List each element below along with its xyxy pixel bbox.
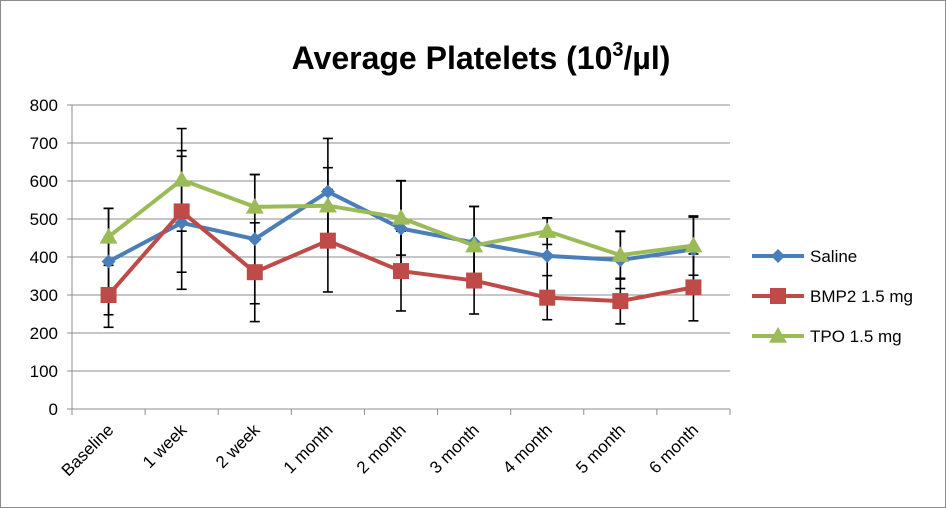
data-point-saline-3	[320, 184, 335, 199]
data-point-saline-0	[101, 254, 116, 269]
x-tick-label-8: 6 month	[645, 420, 702, 477]
chart-title-superscript: 3	[612, 39, 623, 61]
legend-label-saline: Saline	[810, 247, 857, 266]
x-tick-label-1: 1 week	[139, 420, 191, 472]
data-point-tpo-1-5-mg-7	[611, 246, 630, 262]
data-point-bmp2-1-5-mg-3	[319, 232, 336, 249]
data-point-tpo-1-5-mg-8	[684, 236, 703, 253]
x-tick-label-6: 4 month	[499, 420, 556, 477]
legend-label-bmp2-1-5-mg: BMP2 1.5 mg	[810, 287, 913, 306]
y-tick-label-400: 400	[30, 248, 58, 267]
data-point-saline-2	[247, 232, 262, 247]
y-tick-label-500: 500	[30, 210, 58, 229]
x-tick-label-3: 1 month	[280, 420, 337, 477]
y-tick-label-600: 600	[30, 172, 58, 191]
x-tick-label-4: 2 month	[353, 420, 410, 477]
legend-marker-saline	[771, 249, 785, 263]
x-tick-label-2: 2 week	[212, 420, 264, 472]
data-point-bmp2-1-5-mg-6	[539, 289, 556, 306]
legend-item-bmp2-1-5-mg: BMP2 1.5 mg	[752, 287, 913, 306]
y-tick-label-700: 700	[30, 134, 58, 153]
y-tick-label-100: 100	[30, 362, 58, 381]
y-tick-label-300: 300	[30, 286, 58, 305]
data-point-bmp2-1-5-mg-1	[173, 203, 190, 220]
data-point-bmp2-1-5-mg-8	[685, 279, 702, 296]
data-point-tpo-1-5-mg-0	[99, 227, 118, 244]
data-point-tpo-1-5-mg-5	[465, 236, 484, 253]
x-tick-label-7: 5 month	[572, 420, 629, 477]
y-tick-label-0: 0	[49, 400, 58, 419]
data-point-bmp2-1-5-mg-0	[100, 287, 117, 303]
data-point-tpo-1-5-mg-6	[538, 222, 557, 238]
data-point-saline-4	[394, 221, 408, 236]
legend-label-tpo-1-5-mg: TPO 1.5 mg	[810, 327, 902, 346]
data-point-tpo-1-5-mg-4	[392, 208, 410, 225]
legend-marker-bmp2-1-5-mg	[770, 288, 786, 304]
legend-marker-tpo-1-5-mg	[769, 327, 787, 343]
data-point-bmp2-1-5-mg-2	[246, 264, 263, 281]
y-tick-label-800: 800	[30, 96, 58, 115]
chart-title-main: Average Platelets (10	[292, 40, 613, 76]
x-tick-label-0: Baseline	[58, 420, 118, 480]
legend-item-tpo-1-5-mg: TPO 1.5 mg	[752, 327, 902, 346]
chart-title-end: /µl)	[624, 40, 671, 76]
data-point-tpo-1-5-mg-1	[172, 170, 191, 187]
data-point-bmp2-1-5-mg-4	[393, 263, 409, 280]
data-point-tpo-1-5-mg-2	[245, 197, 264, 214]
data-point-bmp2-1-5-mg-7	[612, 293, 629, 310]
y-tick-label-200: 200	[30, 324, 58, 343]
legend-item-saline: Saline	[752, 247, 857, 266]
data-point-saline-6	[540, 248, 555, 263]
x-tick-label-5: 3 month	[426, 420, 483, 477]
data-point-tpo-1-5-mg-3	[318, 196, 337, 213]
chart-title: Average Platelets (103/µl)	[292, 39, 671, 76]
data-point-bmp2-1-5-mg-5	[466, 272, 483, 289]
